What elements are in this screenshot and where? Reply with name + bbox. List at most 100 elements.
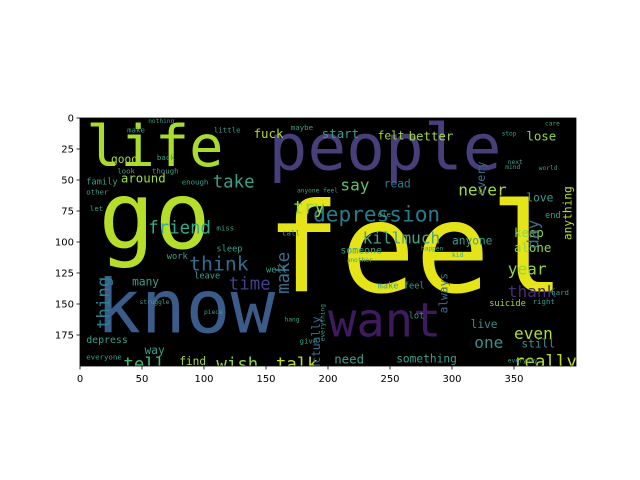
word-life: life <box>86 114 223 180</box>
word-die: die <box>378 210 392 219</box>
word-give: give <box>300 336 318 345</box>
y-tick-label: 175 <box>55 331 74 342</box>
word-little: little <box>214 126 241 135</box>
word-end: end <box>545 211 561 221</box>
word-love: love <box>526 191 553 204</box>
word-world: world <box>539 165 558 172</box>
word-lot: lot <box>409 311 425 321</box>
word-sleep: sleep <box>216 244 242 254</box>
word-mind: mind <box>505 164 520 171</box>
word-tell: tell <box>123 355 165 375</box>
word-never: never <box>458 180 507 199</box>
word-care: care <box>545 120 560 127</box>
word-right: right <box>533 297 555 306</box>
y-tick-label: 0 <box>68 114 74 125</box>
word-around: around <box>121 171 166 186</box>
word-friend: friend <box>148 219 211 239</box>
x-tick-label: 150 <box>256 374 275 385</box>
word-year: year <box>508 260 547 279</box>
word-many: many <box>132 276 159 289</box>
word-read: read <box>384 178 411 191</box>
word-work: work <box>167 252 189 262</box>
word-hang: hang <box>285 316 300 323</box>
word-felt: felt <box>378 129 405 142</box>
word-wish: wish <box>216 355 258 375</box>
y-tick-label: 50 <box>61 176 74 187</box>
word-suicide: suicide <box>489 299 526 309</box>
x-tick-label: 300 <box>442 374 461 385</box>
word-really: really <box>514 353 577 373</box>
wordcloud-image <box>80 118 576 366</box>
word-though: though <box>152 167 179 176</box>
word-everyone: everyone <box>86 353 122 362</box>
word-thing: thing <box>94 277 114 329</box>
x-tick-label: 200 <box>318 374 337 385</box>
word-back: back <box>157 153 175 162</box>
word-nothing: nothing <box>148 118 174 125</box>
word-enough: enough <box>182 178 209 187</box>
word-everyday: everyday <box>508 357 538 364</box>
word-another: another <box>347 257 373 264</box>
word-better: better <box>409 128 454 143</box>
word-well: well <box>266 266 287 276</box>
word-happen: happen <box>421 246 444 253</box>
word-thank: thank <box>508 282 557 301</box>
word-start: start <box>322 126 359 141</box>
word-kid: kid <box>452 252 463 259</box>
word-keep: keep <box>514 225 544 240</box>
x-tick-label: 100 <box>194 374 213 385</box>
word-one: one <box>474 333 503 352</box>
word-live: live <box>471 318 498 331</box>
word-day: day <box>523 219 542 248</box>
word-anyone-feel: anyone feel <box>297 187 338 194</box>
word-talk: talk <box>276 355 318 375</box>
x-tick-label: 0 <box>77 374 83 385</box>
word-other: other <box>86 188 109 197</box>
word-killmuch: killmuch <box>363 229 441 248</box>
word-hard: hard <box>551 288 569 297</box>
word-take: take <box>213 173 255 193</box>
x-axis: 0 50 100 150 200 250 300 350 <box>77 366 524 385</box>
word-piece: piece <box>204 309 223 316</box>
y-tick-label: 150 <box>55 300 74 311</box>
y-axis: 0 25 50 75 100 125 150 175 <box>55 114 80 342</box>
word-depression: depression <box>313 202 440 227</box>
word-people: people <box>269 111 502 186</box>
word-every: every <box>475 161 488 195</box>
word-let: let <box>90 204 103 213</box>
word-call: call <box>282 229 300 238</box>
word-say: say <box>340 175 369 194</box>
x-tick-label: 250 <box>380 374 399 385</box>
word-depress: depress <box>86 335 128 346</box>
word-anything: anything <box>562 186 575 240</box>
word-go: go <box>99 162 211 270</box>
x-tick-label: 50 <box>136 374 149 385</box>
word-fuck: fuck <box>254 126 284 141</box>
word-something: something <box>396 353 457 366</box>
word-need: need <box>334 352 364 367</box>
word-family: family <box>86 178 117 188</box>
word-try: try <box>293 199 324 219</box>
word-maybe: maybe <box>291 123 314 132</box>
word-feel: feel <box>266 178 565 322</box>
word-anyone: anyone <box>452 235 493 248</box>
word-everything: everything <box>320 304 327 342</box>
word-leave: leave <box>194 272 220 282</box>
word-miss: miss <box>216 224 234 233</box>
word-struggle: struggle <box>140 299 170 306</box>
y-tick-label: 125 <box>55 269 74 280</box>
word-someone: someone <box>340 246 382 257</box>
word-time: time <box>229 274 271 294</box>
word-know: know <box>96 264 275 351</box>
y-tick-label: 25 <box>61 145 74 156</box>
word-look: look <box>117 167 135 176</box>
word-good: good <box>111 153 138 166</box>
word-make-feel: make feel <box>378 282 425 292</box>
word-still: still <box>521 338 555 351</box>
y-tick-label: 100 <box>55 238 74 249</box>
word-alone: alone <box>514 240 551 255</box>
x-tick-label: 350 <box>504 374 523 385</box>
y-tick-label: 75 <box>61 207 74 218</box>
word-want: want <box>328 294 441 349</box>
